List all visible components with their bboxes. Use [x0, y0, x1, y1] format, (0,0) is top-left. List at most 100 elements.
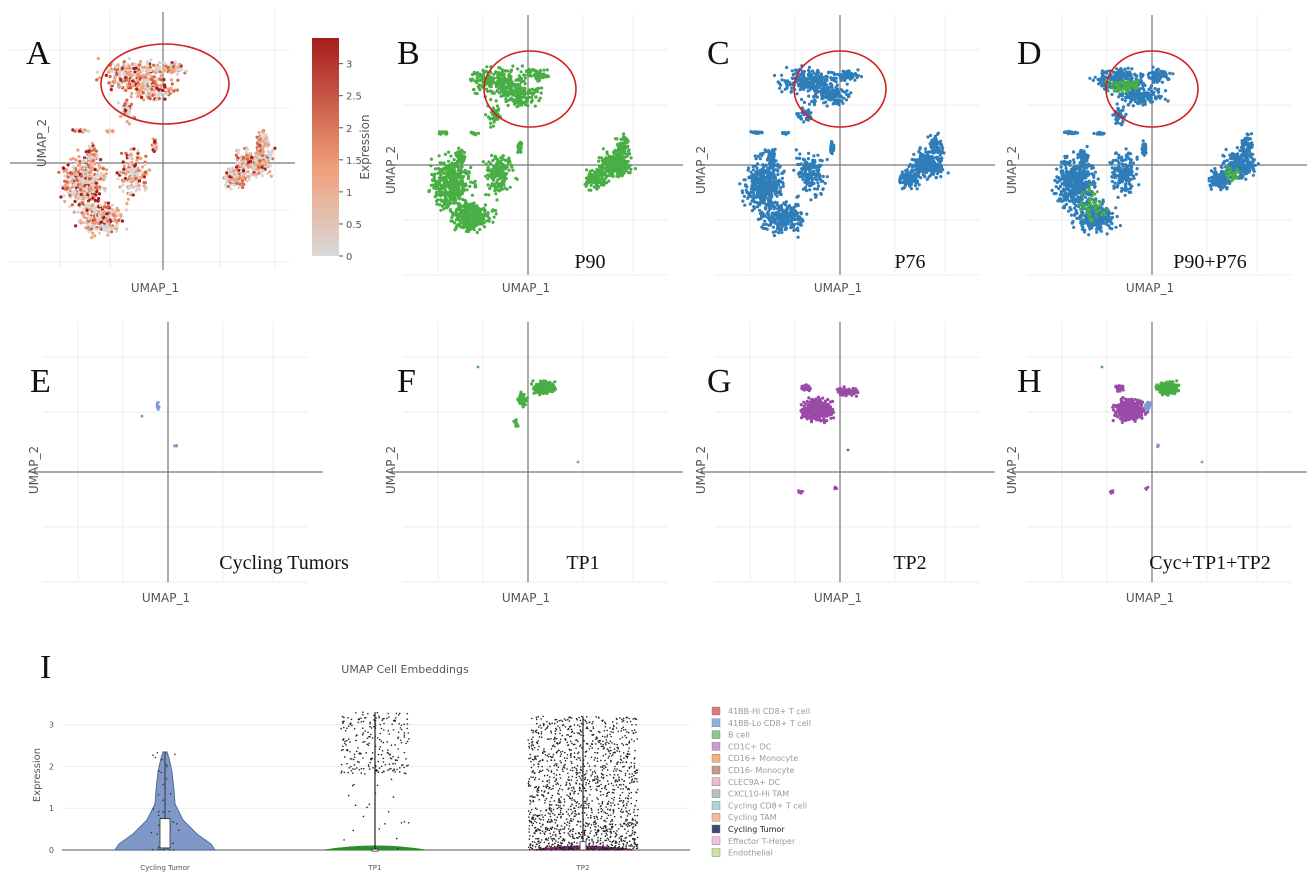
panel-a-point	[93, 218, 97, 222]
panel-b-point	[519, 150, 523, 154]
panel-a-point	[142, 98, 146, 102]
panel-b-point	[468, 208, 472, 212]
panel-b-point	[488, 117, 492, 121]
panel-c-point	[757, 183, 762, 187]
panel-c-point	[782, 169, 786, 173]
panel-c-point	[800, 97, 804, 102]
panel-c-point	[764, 202, 768, 206]
panel-b-point	[462, 224, 466, 228]
panel-b-point	[501, 157, 505, 161]
panel-a-point	[264, 133, 268, 137]
panel-a-point	[59, 195, 63, 199]
panel-c-point	[779, 216, 783, 220]
panel-a-point	[98, 174, 102, 178]
panel-b-point	[449, 175, 453, 179]
panel-b-point	[448, 209, 452, 213]
panel-c-point	[770, 180, 774, 184]
panel-b-point	[496, 108, 500, 112]
panel-a-point	[124, 76, 128, 80]
panel-c-point	[798, 152, 802, 156]
panel-b-point	[507, 98, 511, 102]
panel-b-point	[461, 204, 465, 208]
panel-c-point	[757, 177, 761, 181]
panel-c-point	[779, 208, 784, 212]
panel-b-point	[609, 174, 613, 178]
panel-b-point	[456, 223, 460, 227]
panel-b-point	[453, 197, 458, 201]
panel-c-point	[853, 78, 857, 82]
panel-a-point	[155, 76, 159, 80]
panel-a-point	[66, 171, 70, 175]
panel-a-point	[265, 138, 269, 142]
panel-c-point	[776, 172, 780, 177]
panel-b-point	[447, 150, 451, 154]
panel-a-point	[137, 67, 141, 71]
panel-a-point	[98, 203, 102, 208]
panel-c-point	[834, 93, 839, 98]
panel-a-point	[127, 64, 131, 68]
panel-b-point	[443, 152, 447, 156]
panel-a-point	[113, 215, 117, 219]
panel-c-point	[825, 175, 829, 179]
panel-b-point	[446, 203, 450, 207]
panel-c-point	[785, 65, 789, 70]
panel-c-point	[772, 73, 777, 78]
panel-a-point	[237, 186, 241, 190]
panel-a-point	[72, 168, 76, 172]
panel-b-point	[545, 68, 549, 72]
panel-a-point	[96, 218, 100, 222]
panel-a-point	[110, 230, 114, 234]
panel-a-point	[73, 172, 77, 177]
panel-a-point	[149, 58, 153, 62]
panel-a-point	[155, 63, 159, 67]
panel-a-point	[130, 62, 135, 66]
panel-b-point	[478, 88, 482, 92]
colorbar-tick-label: 0	[346, 252, 352, 263]
panel-c-point	[780, 78, 784, 82]
panel-b-point	[624, 146, 628, 150]
panel-b-point	[507, 156, 511, 160]
panel-b-point	[520, 64, 525, 68]
panel-b-point	[495, 104, 499, 108]
panel-a-point	[95, 78, 99, 82]
panel-a-point	[114, 224, 118, 228]
panel-a-point	[93, 209, 97, 213]
panel-b-point	[511, 168, 515, 172]
panel-c-point	[800, 85, 804, 89]
panel-a-point	[72, 183, 76, 187]
panel-a-point	[161, 61, 165, 65]
panel-c-point	[784, 227, 788, 231]
panel-a-point	[155, 68, 159, 72]
panel-b-point	[509, 70, 513, 74]
panel-a-point	[113, 79, 117, 84]
panel-a-point	[150, 75, 154, 79]
panel-b-point	[501, 94, 505, 98]
panel-b-point	[525, 98, 530, 102]
panel-c-point	[762, 198, 767, 203]
panel-c-point	[743, 203, 747, 207]
panel-b-point	[478, 83, 482, 87]
panel-a-grid	[10, 10, 290, 268]
panel-a-point	[165, 92, 169, 96]
panel-a-point	[117, 70, 121, 74]
panel-a-point	[91, 196, 95, 200]
panel-a-point	[109, 67, 113, 71]
panel-b-point	[620, 167, 624, 171]
panel-a-point	[125, 227, 129, 231]
panel-b-point	[437, 167, 441, 171]
colorbar-tick-label: 0.5	[346, 220, 362, 231]
panel-c-point	[825, 90, 829, 95]
panel-b-point	[429, 164, 433, 168]
panel-b-point	[474, 185, 478, 189]
panel-b-point	[540, 86, 544, 90]
panel-a-point	[152, 63, 156, 67]
panel-b-point	[533, 104, 537, 108]
panel-a-point	[157, 97, 161, 101]
panel-a-point	[130, 160, 134, 165]
panel-c-point	[752, 205, 756, 209]
panel-a-point	[57, 170, 61, 174]
panel-a-point	[80, 201, 84, 205]
panel-c-point	[780, 230, 784, 235]
panel-c-point	[771, 225, 776, 229]
